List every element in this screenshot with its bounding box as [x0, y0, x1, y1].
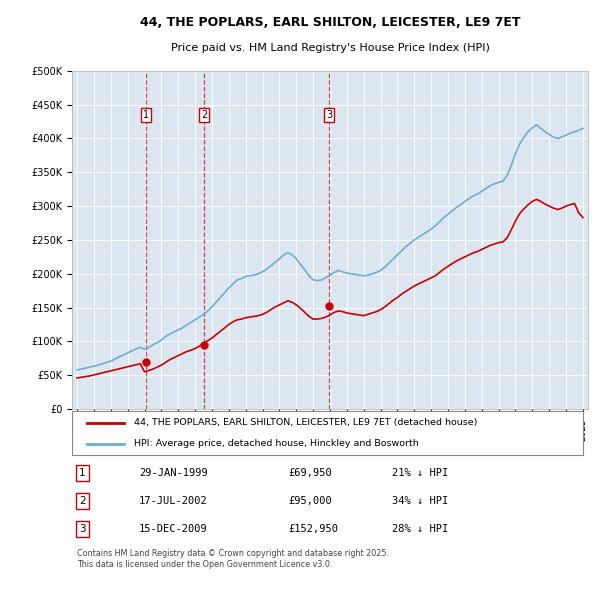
Text: Contains HM Land Registry data © Crown copyright and database right 2025.
This d: Contains HM Land Registry data © Crown c…: [77, 549, 389, 569]
Text: HPI: Average price, detached house, Hinckley and Bosworth: HPI: Average price, detached house, Hinc…: [134, 440, 419, 448]
Text: 2: 2: [79, 496, 86, 506]
Text: 1: 1: [79, 468, 86, 478]
Text: 44, THE POPLARS, EARL SHILTON, LEICESTER, LE9 7ET: 44, THE POPLARS, EARL SHILTON, LEICESTER…: [140, 17, 520, 30]
Text: 34% ↓ HPI: 34% ↓ HPI: [392, 496, 448, 506]
Text: 21% ↓ HPI: 21% ↓ HPI: [392, 468, 448, 478]
Text: 44, THE POPLARS, EARL SHILTON, LEICESTER, LE9 7ET (detached house): 44, THE POPLARS, EARL SHILTON, LEICESTER…: [134, 418, 477, 427]
Text: 15-DEC-2009: 15-DEC-2009: [139, 524, 208, 534]
Text: 1: 1: [143, 110, 149, 120]
Text: 3: 3: [326, 110, 332, 120]
Text: Price paid vs. HM Land Registry's House Price Index (HPI): Price paid vs. HM Land Registry's House …: [170, 43, 490, 53]
Text: 3: 3: [79, 524, 86, 534]
Text: 28% ↓ HPI: 28% ↓ HPI: [392, 524, 448, 534]
Text: £69,950: £69,950: [289, 468, 332, 478]
Text: 2: 2: [201, 110, 208, 120]
Text: £152,950: £152,950: [289, 524, 339, 534]
Text: 17-JUL-2002: 17-JUL-2002: [139, 496, 208, 506]
Text: £95,000: £95,000: [289, 496, 332, 506]
Text: 29-JAN-1999: 29-JAN-1999: [139, 468, 208, 478]
FancyBboxPatch shape: [72, 411, 583, 455]
